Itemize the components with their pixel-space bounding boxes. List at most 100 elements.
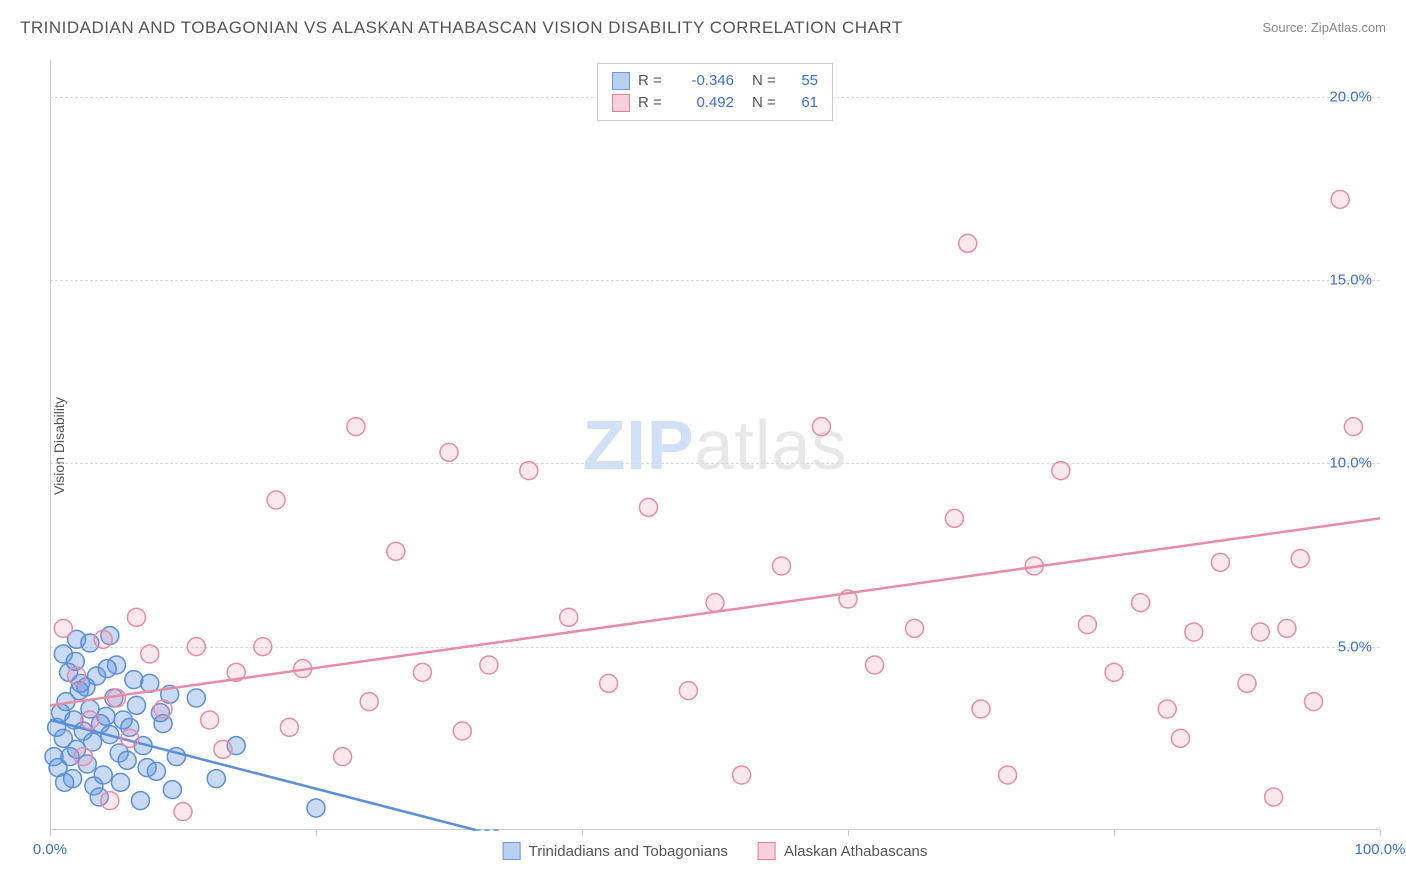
scatter-point [360,693,378,711]
scatter-point [1344,418,1362,436]
correlation-legend-row-1: R = 0.492 N = 61 [612,92,818,114]
scatter-point [131,792,149,810]
series-name-1: Alaskan Athabascans [784,843,927,860]
scatter-point [347,418,365,436]
series-name-0: Trinidadians and Tobagonians [529,843,728,860]
scatter-point [187,689,205,707]
scatter-point [121,729,139,747]
legend-swatch-0b [503,842,521,860]
legend-swatch-1 [612,94,630,112]
scatter-point [98,660,116,678]
scatter-point [560,608,578,626]
scatter-point [307,799,325,817]
n-value-1: 61 [788,92,818,114]
x-tick-mark [316,830,317,836]
scatter-point [56,773,74,791]
series-legend: Trinidadians and Tobagonians Alaskan Ath… [503,842,928,860]
scatter-point [81,711,99,729]
scatter-point [1078,616,1096,634]
scatter-point [154,700,172,718]
correlation-legend: R = -0.346 N = 55 R = 0.492 N = 61 [597,63,833,121]
x-tick-mark [848,830,849,836]
scatter-point [254,638,272,656]
scatter-point [679,682,697,700]
scatter-point [1105,663,1123,681]
plot-area: ZIPatlas 5.0%10.0%15.0%20.0% 0.0%100.0% … [50,60,1380,830]
scatter-point [187,638,205,656]
scatter-point [1278,619,1296,637]
r-label: R = [638,70,666,92]
scatter-point [1291,550,1309,568]
scatter-point [1158,700,1176,718]
scatter-point [733,766,751,784]
source-attribution: Source: ZipAtlas.com [1262,20,1386,35]
scatter-point [1251,623,1269,641]
chart-title: TRINIDADIAN AND TOBAGONIAN VS ALASKAN AT… [20,18,903,38]
scatter-point [945,509,963,527]
chart-svg [50,60,1380,830]
scatter-point [972,700,990,718]
series-legend-item-1: Alaskan Athabascans [758,842,927,860]
scatter-point [127,608,145,626]
scatter-point [280,718,298,736]
correlation-legend-row-0: R = -0.346 N = 55 [612,70,818,92]
scatter-point [906,619,924,637]
scatter-point [1132,594,1150,612]
r-label: R = [638,92,666,114]
series-legend-item-0: Trinidadians and Tobagonians [503,842,728,860]
scatter-point [174,803,192,821]
legend-swatch-1b [758,842,776,860]
scatter-point [101,792,119,810]
scatter-point [440,443,458,461]
scatter-point [706,594,724,612]
scatter-point [127,696,145,714]
scatter-point [125,671,143,689]
scatter-point [520,462,538,480]
scatter-point [334,748,352,766]
scatter-point [1305,693,1323,711]
scatter-point [207,770,225,788]
n-value-0: 55 [788,70,818,92]
scatter-point [959,234,977,252]
scatter-point [1265,788,1283,806]
scatter-point [163,781,181,799]
scatter-point [600,674,618,692]
scatter-point [999,766,1017,784]
r-value-1: 0.492 [674,92,734,114]
scatter-point [413,663,431,681]
scatter-point [1185,623,1203,641]
scatter-point [453,722,471,740]
scatter-point [141,645,159,663]
scatter-point [1052,462,1070,480]
x-tick-mark [1114,830,1115,836]
scatter-point [201,711,219,729]
scatter-point [480,656,498,674]
scatter-point [94,630,112,648]
scatter-point [866,656,884,674]
x-tick-mark [1380,830,1381,836]
scatter-point [111,773,129,791]
trend-line [50,518,1380,705]
scatter-point [640,498,658,516]
scatter-point [387,542,405,560]
scatter-point [812,418,830,436]
x-tick-mark [50,830,51,836]
scatter-point [54,619,72,637]
trend-line [50,720,476,830]
scatter-point [1172,729,1190,747]
scatter-point [74,748,92,766]
scatter-point [1211,553,1229,571]
scatter-point [1238,674,1256,692]
scatter-point [118,751,136,769]
n-label: N = [752,92,780,114]
scatter-point [214,740,232,758]
scatter-point [68,667,86,685]
x-tick-label: 100.0% [1355,841,1406,858]
x-tick-mark [582,830,583,836]
scatter-point [138,759,156,777]
scatter-point [773,557,791,575]
r-value-0: -0.346 [674,70,734,92]
scatter-point [267,491,285,509]
legend-swatch-0 [612,72,630,90]
n-label: N = [752,70,780,92]
